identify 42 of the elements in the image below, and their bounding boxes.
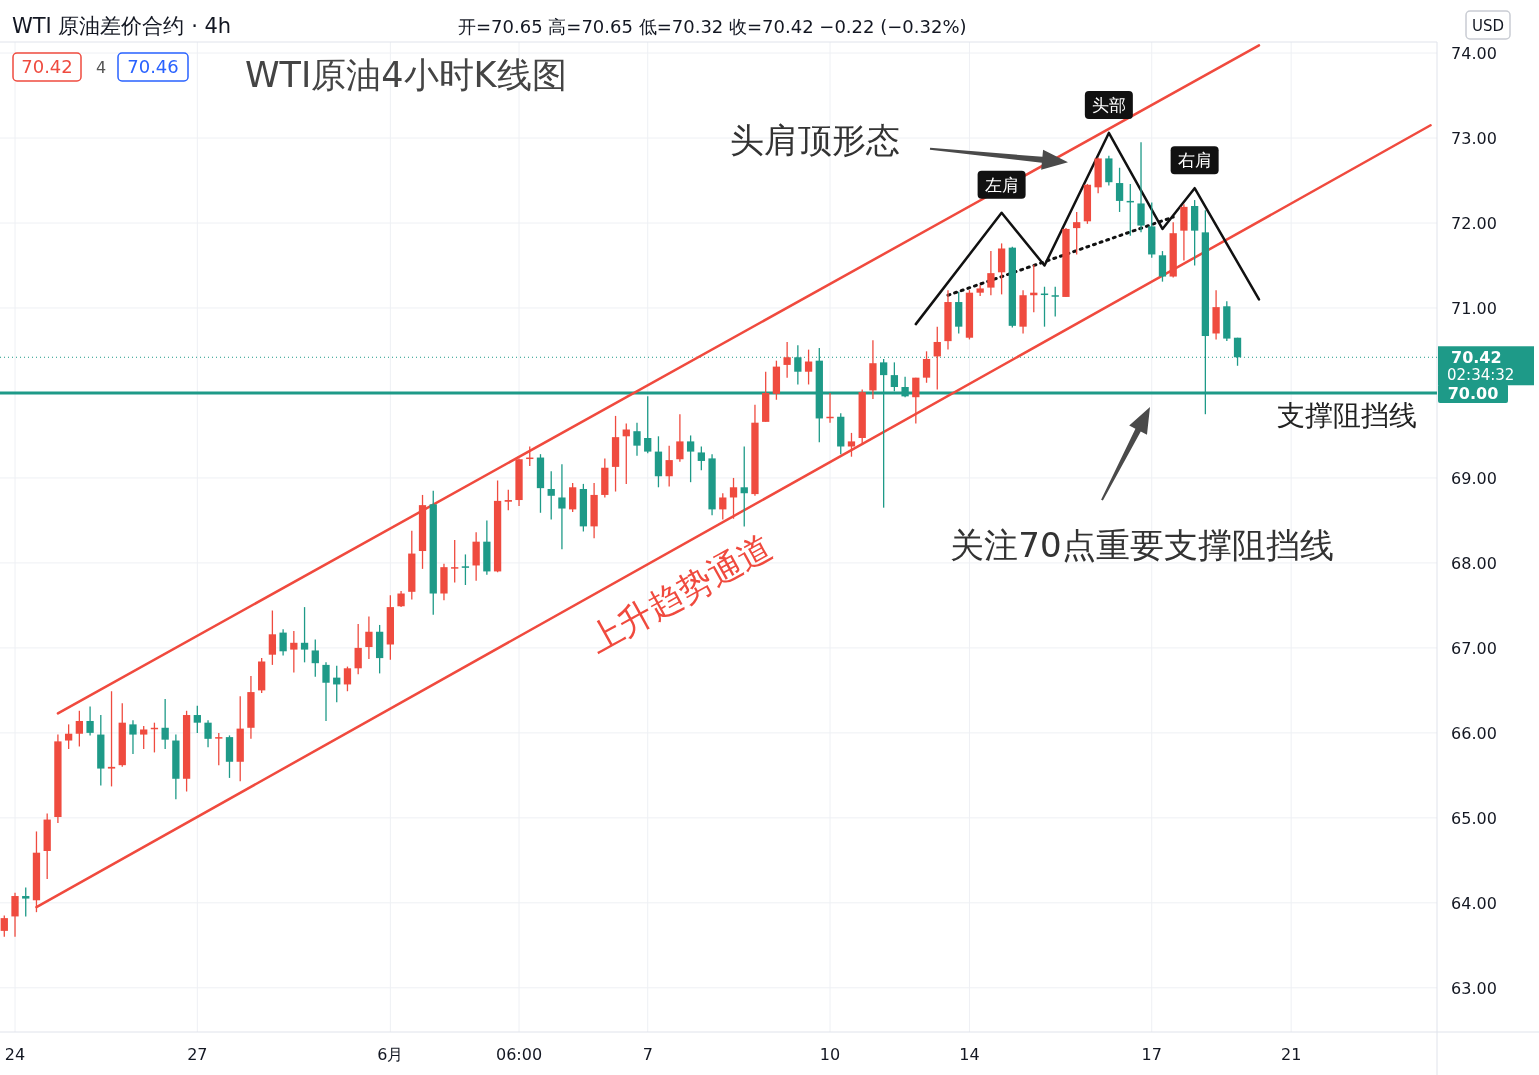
- y-tick-label: 74.00: [1451, 44, 1497, 64]
- y-tick-label: 67.00: [1451, 638, 1497, 658]
- annotation: 头肩顶形态: [730, 119, 900, 160]
- text: 开=70.65 高=70.65 低=70.32 收=70.42 −0.22 (−0.32%): [458, 16, 967, 37]
- annotation: 关注70点重要支撑阻挡线: [950, 525, 1334, 566]
- y-tick-label: 73.00: [1451, 129, 1497, 149]
- annotation: 4: [95, 58, 107, 77]
- label-box: 70.46: [117, 52, 189, 82]
- label-box: 头部: [1084, 90, 1133, 119]
- y-tick-label: 64.00: [1451, 893, 1497, 913]
- y-tick-label: 70.00: [1447, 383, 1499, 403]
- x-tick-label: 6月: [377, 1045, 404, 1064]
- y-tick-label: 63.00: [1451, 978, 1497, 998]
- y-tick-label: 72.00: [1451, 214, 1497, 233]
- label-box: 右肩: [1170, 146, 1219, 175]
- y-tick-label: 69.00: [1451, 468, 1497, 488]
- x-tick-label: 17: [1141, 1045, 1162, 1064]
- y-tick-label: 71.00: [1451, 298, 1497, 318]
- x-tick-label: 24: [4, 1045, 26, 1064]
- chart-title: WTI原油4小时K线图: [245, 55, 567, 95]
- x-tick-label: 21: [1280, 1045, 1302, 1064]
- x-tick-label: 7: [642, 1045, 653, 1064]
- annotation: 上升趋势通道: [581, 526, 779, 661]
- label-box: 左肩: [977, 170, 1026, 199]
- label-box: USD: [1465, 10, 1511, 40]
- annotation: 头部: [1091, 94, 1126, 115]
- y-tick-label: 65.00: [1451, 808, 1497, 828]
- annotation: 70.46: [127, 56, 179, 77]
- x-tick-label: 06:00: [495, 1045, 543, 1064]
- x-tick-label: 27: [187, 1045, 208, 1064]
- y-tick-label: 68.00: [1451, 553, 1497, 573]
- label-box: 70.42: [12, 52, 82, 82]
- annotation: 支撑阻挡线: [1277, 398, 1417, 432]
- ref-line-label: 70.42: [1451, 348, 1502, 368]
- x-tick-label: 10: [819, 1045, 841, 1064]
- annotation: 70.42: [21, 56, 73, 77]
- chart-subtitle: WTI 原油差价合约 · 4h: [12, 14, 232, 38]
- text: 02:34:32: [1447, 366, 1515, 385]
- annotation: 右肩: [1177, 150, 1212, 171]
- annotation: 左肩: [984, 174, 1019, 195]
- y-tick-label: 66.00: [1451, 723, 1497, 743]
- x-tick-label: 14: [959, 1045, 980, 1064]
